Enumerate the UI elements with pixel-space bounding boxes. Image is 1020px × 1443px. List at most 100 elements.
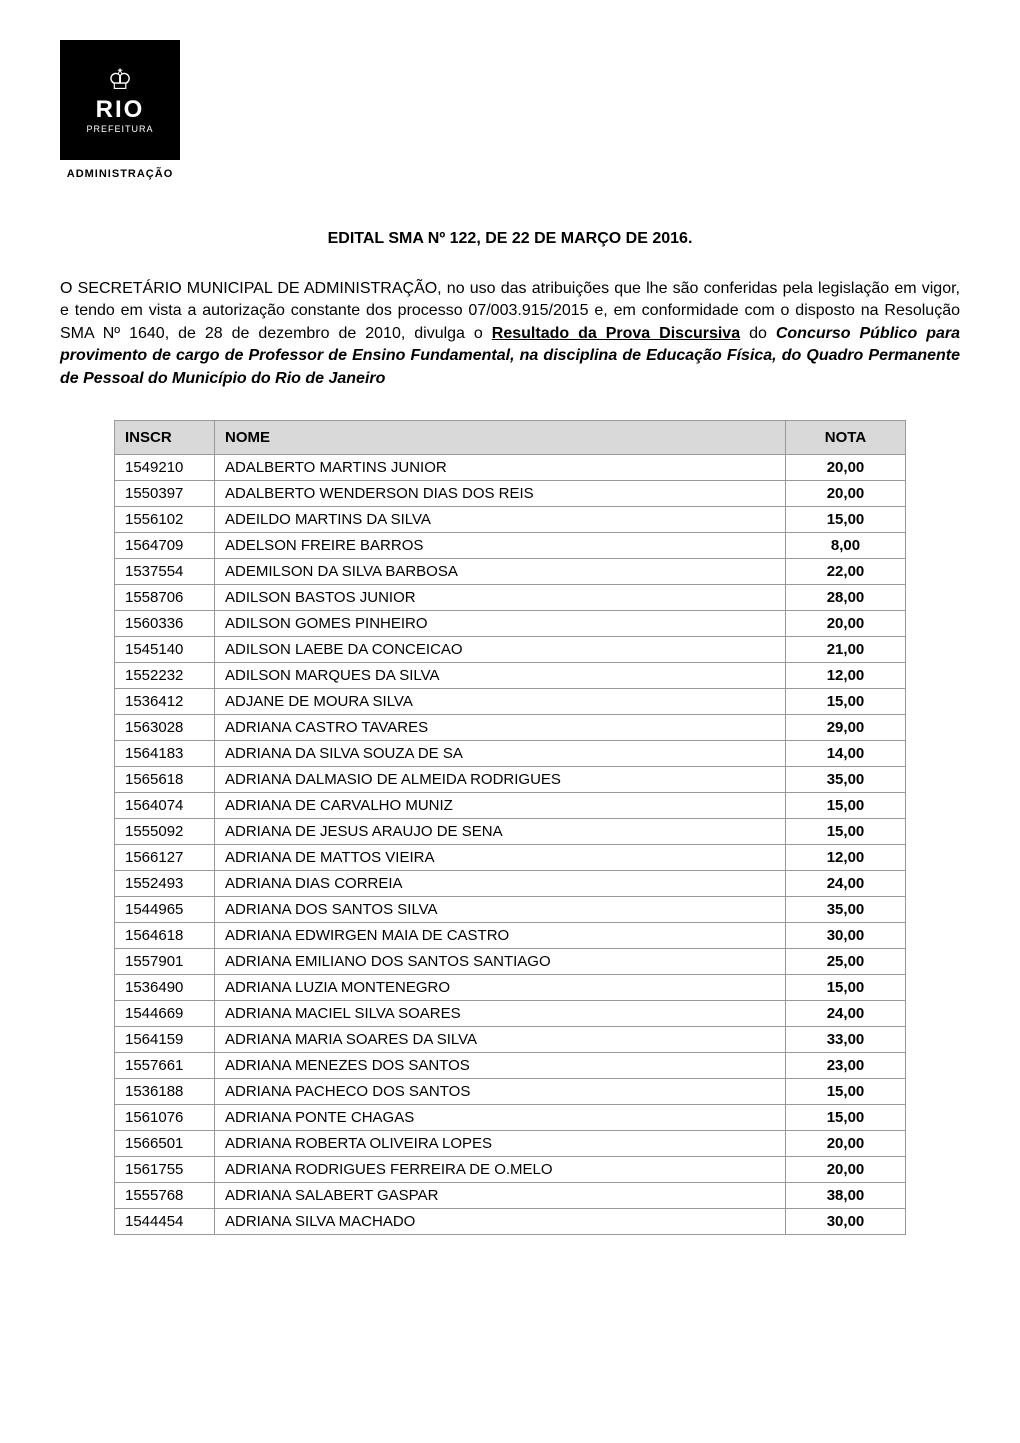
table-row: 1564074ADRIANA DE CARVALHO MUNIZ15,00 (115, 792, 906, 818)
cell-inscr: 1545140 (115, 636, 215, 662)
cell-inscr: 1558706 (115, 584, 215, 610)
header-nome: NOME (215, 420, 786, 454)
cell-nota: 15,00 (786, 792, 906, 818)
edital-date: 22 (507, 230, 534, 247)
cell-inscr: 1563028 (115, 714, 215, 740)
table-row: 1557661ADRIANA MENEZES DOS SANTOS23,00 (115, 1052, 906, 1078)
cell-inscr: 1536412 (115, 688, 215, 714)
table-row: 1563028ADRIANA CASTRO TAVARES29,00 (115, 714, 906, 740)
cell-nota: 29,00 (786, 714, 906, 740)
logo-text-prefeitura: PREFEITURA (86, 124, 153, 134)
edital-de: DE (485, 230, 507, 247)
cell-nome: ADELSON FREIRE BARROS (215, 532, 786, 558)
cell-inscr: 1555092 (115, 818, 215, 844)
cell-inscr: 1566127 (115, 844, 215, 870)
table-row: 1549210ADALBERTO MARTINS JUNIOR20,00 (115, 454, 906, 480)
edital-sma: SMA (388, 230, 423, 247)
table-row: 1552493ADRIANA DIAS CORREIA24,00 (115, 870, 906, 896)
body-underlined: Resultado da Prova Discursiva (492, 325, 740, 342)
cell-nota: 20,00 (786, 610, 906, 636)
cell-nota: 15,00 (786, 1104, 906, 1130)
table-row: 1566501ADRIANA ROBERTA OLIVEIRA LOPES20,… (115, 1130, 906, 1156)
cell-inscr: 1550397 (115, 480, 215, 506)
cell-nome: ADILSON MARQUES DA SILVA (215, 662, 786, 688)
cell-nome: ADRIANA MENEZES DOS SANTOS (215, 1052, 786, 1078)
table-row: 1564183ADRIANA DA SILVA SOUZA DE SA14,00 (115, 740, 906, 766)
cell-inscr: 1561076 (115, 1104, 215, 1130)
cell-nome: ADRIANA DIAS CORREIA (215, 870, 786, 896)
logo-container: ♔ RIO PREFEITURA ADMINISTRAÇÃO (60, 40, 960, 180)
cell-nota: 12,00 (786, 662, 906, 688)
cell-nome: ADRIANA DE MATTOS VIEIRA (215, 844, 786, 870)
cell-nome: ADRIANA ROBERTA OLIVEIRA LOPES (215, 1130, 786, 1156)
cell-nome: ADRIANA DE CARVALHO MUNIZ (215, 792, 786, 818)
cell-nome: ADRIANA SALABERT GASPAR (215, 1182, 786, 1208)
cell-inscr: 1565618 (115, 766, 215, 792)
table-row: 1556102ADEILDO MARTINS DA SILVA15,00 (115, 506, 906, 532)
table-row: 1536188ADRIANA PACHECO DOS SANTOS15,00 (115, 1078, 906, 1104)
edital-num: Nº 122, (423, 230, 485, 247)
table-row: 1557901ADRIANA EMILIANO DOS SANTOS SANTI… (115, 948, 906, 974)
cell-inscr: 1564159 (115, 1026, 215, 1052)
table-row: 1561755ADRIANA RODRIGUES FERREIRA DE O.M… (115, 1156, 906, 1182)
cell-nota: 15,00 (786, 1078, 906, 1104)
cell-inscr: 1556102 (115, 506, 215, 532)
cell-nome: ADILSON LAEBE DA CONCEICAO (215, 636, 786, 662)
header-nota: NOTA (786, 420, 906, 454)
cell-inscr: 1560336 (115, 610, 215, 636)
cell-nota: 15,00 (786, 688, 906, 714)
crown-icon: ♔ (107, 66, 132, 94)
cell-inscr: 1552493 (115, 870, 215, 896)
cell-inscr: 1566501 (115, 1130, 215, 1156)
cell-nota: 12,00 (786, 844, 906, 870)
table-header-row: INSCR NOME NOTA (115, 420, 906, 454)
cell-nome: ADILSON BASTOS JUNIOR (215, 584, 786, 610)
table-row: 1566127ADRIANA DE MATTOS VIEIRA12,00 (115, 844, 906, 870)
cell-nota: 30,00 (786, 922, 906, 948)
rio-prefeitura-logo: ♔ RIO PREFEITURA (60, 40, 180, 160)
cell-inscr: 1536490 (115, 974, 215, 1000)
results-table: INSCR NOME NOTA 1549210ADALBERTO MARTINS… (114, 420, 906, 1235)
table-row: 1558706ADILSON BASTOS JUNIOR28,00 (115, 584, 906, 610)
edital-year: 2016. (648, 230, 692, 247)
table-row: 1561076ADRIANA PONTE CHAGAS15,00 (115, 1104, 906, 1130)
cell-inscr: 1557901 (115, 948, 215, 974)
header-inscr: INSCR (115, 420, 215, 454)
cell-inscr: 1564618 (115, 922, 215, 948)
table-row: 1536490ADRIANA LUZIA MONTENEGRO15,00 (115, 974, 906, 1000)
edital-de2: DE MARÇO DE (534, 230, 648, 247)
cell-nome: ADRIANA EMILIANO DOS SANTOS SANTIAGO (215, 948, 786, 974)
cell-nota: 21,00 (786, 636, 906, 662)
cell-nome: ADEMILSON DA SILVA BARBOSA (215, 558, 786, 584)
cell-inscr: 1537554 (115, 558, 215, 584)
cell-inscr: 1557661 (115, 1052, 215, 1078)
cell-nome: ADRIANA EDWIRGEN MAIA DE CASTRO (215, 922, 786, 948)
table-row: 1550397ADALBERTO WENDERSON DIAS DOS REIS… (115, 480, 906, 506)
cell-nome: ADRIANA RODRIGUES FERREIRA DE O.MELO (215, 1156, 786, 1182)
cell-nome: ADRIANA PACHECO DOS SANTOS (215, 1078, 786, 1104)
cell-inscr: 1544454 (115, 1208, 215, 1234)
table-row: 1552232ADILSON MARQUES DA SILVA12,00 (115, 662, 906, 688)
cell-nota: 22,00 (786, 558, 906, 584)
table-row: 1544965ADRIANA DOS SANTOS SILVA35,00 (115, 896, 906, 922)
cell-nota: 14,00 (786, 740, 906, 766)
cell-nota: 20,00 (786, 454, 906, 480)
cell-nome: ADRIANA PONTE CHAGAS (215, 1104, 786, 1130)
table-row: 1564159ADRIANA MARIA SOARES DA SILVA33,0… (115, 1026, 906, 1052)
table-row: 1564618ADRIANA EDWIRGEN MAIA DE CASTRO30… (115, 922, 906, 948)
body-part2: do (740, 325, 776, 342)
table-row: 1544669ADRIANA MACIEL SILVA SOARES24,00 (115, 1000, 906, 1026)
cell-nota: 20,00 (786, 480, 906, 506)
cell-inscr: 1561755 (115, 1156, 215, 1182)
cell-inscr: 1555768 (115, 1182, 215, 1208)
table-row: 1565618ADRIANA DALMASIO DE ALMEIDA RODRI… (115, 766, 906, 792)
cell-inscr: 1544965 (115, 896, 215, 922)
edital-title: EDITAL SMA Nº 122, DE 22 DE MARÇO DE 201… (60, 230, 960, 248)
cell-inscr: 1564183 (115, 740, 215, 766)
table-row: 1544454ADRIANA SILVA MACHADO30,00 (115, 1208, 906, 1234)
cell-nota: 20,00 (786, 1156, 906, 1182)
table-row: 1536412ADJANE DE MOURA SILVA15,00 (115, 688, 906, 714)
cell-nota: 24,00 (786, 870, 906, 896)
cell-nome: ADRIANA SILVA MACHADO (215, 1208, 786, 1234)
cell-nota: 15,00 (786, 818, 906, 844)
